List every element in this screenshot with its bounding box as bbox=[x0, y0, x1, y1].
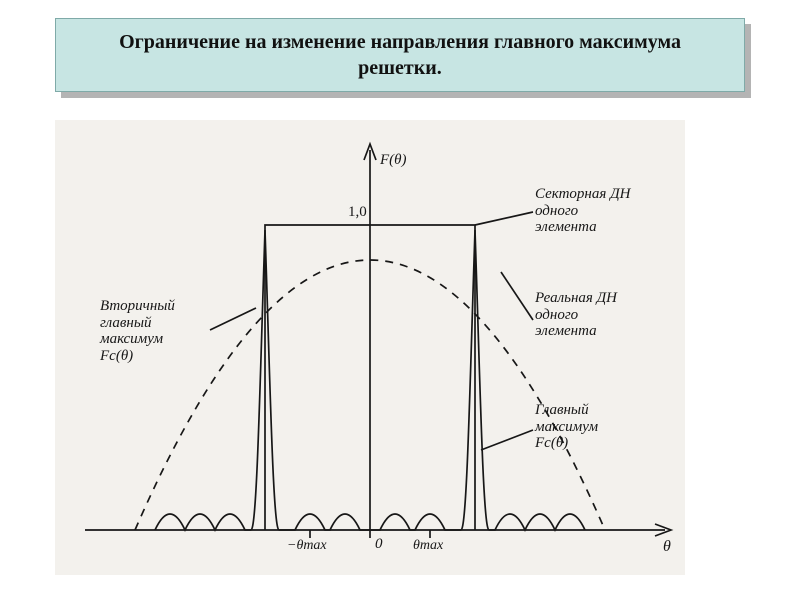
annotation-main: Главный максимум Fс(θ) bbox=[535, 402, 598, 452]
leader-real bbox=[501, 272, 533, 320]
annotation-sector-l2: одного bbox=[535, 203, 630, 220]
annotation-sector-l3: элемента bbox=[535, 219, 630, 236]
title-banner: Ограничение на изменение направления гла… bbox=[55, 18, 745, 92]
annotation-secondary-l2: главный bbox=[100, 315, 175, 332]
annotation-sector: Секторная ДН одного элемента bbox=[535, 186, 630, 236]
annotation-secondary-l4: Fс(θ) bbox=[100, 348, 175, 365]
figure-panel: F(θ) θ 1,0 −θmax 0 θmax Секторная ДН одн… bbox=[55, 120, 685, 575]
tick-label-neg: −θmax bbox=[287, 538, 327, 553]
leader-main bbox=[481, 430, 533, 450]
tick-label-zero: 0 bbox=[375, 536, 383, 553]
leader-sector bbox=[475, 212, 533, 225]
y-axis-label: F(θ) bbox=[380, 152, 407, 169]
annotation-sector-l1: Секторная ДН bbox=[535, 186, 630, 203]
leader-secondary bbox=[210, 308, 256, 330]
annotation-secondary-l3: максимум bbox=[100, 331, 175, 348]
annotation-real: Реальная ДН одного элемента bbox=[535, 290, 617, 340]
tick-label-pos: θmax bbox=[413, 538, 443, 553]
annotation-secondary: Вторичный главный максимум Fс(θ) bbox=[100, 298, 175, 364]
title-box: Ограничение на изменение направления гла… bbox=[55, 18, 745, 92]
x-axis-label: θ bbox=[663, 538, 671, 556]
annotation-main-l3: Fс(θ) bbox=[535, 435, 598, 452]
page-title: Ограничение на изменение направления гла… bbox=[80, 29, 720, 81]
annotation-real-l2: одного bbox=[535, 307, 617, 324]
annotation-main-l2: максимум bbox=[535, 419, 598, 436]
annotation-real-l1: Реальная ДН bbox=[535, 290, 617, 307]
annotation-secondary-l1: Вторичный bbox=[100, 298, 175, 315]
y-top-tick-label: 1,0 bbox=[348, 204, 367, 221]
annotation-main-l1: Главный bbox=[535, 402, 598, 419]
annotation-real-l3: элемента bbox=[535, 323, 617, 340]
